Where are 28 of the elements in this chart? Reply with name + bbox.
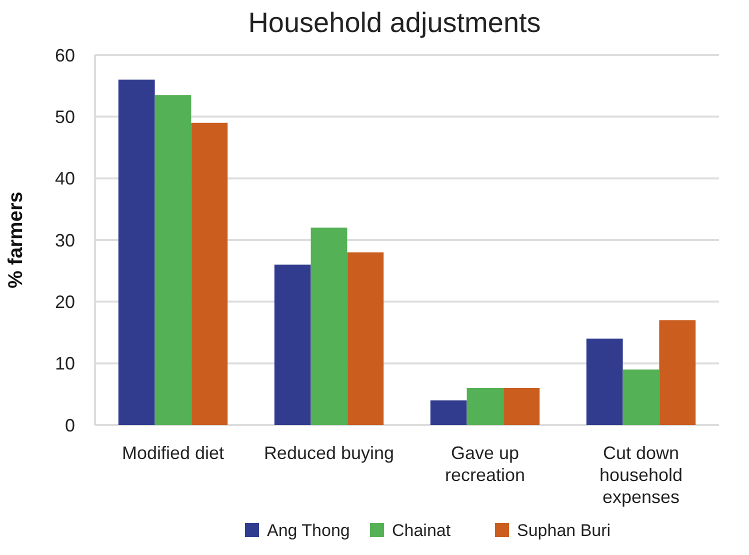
- y-tick-label: 60: [54, 45, 75, 66]
- chart-title: Household adjustments: [248, 7, 541, 38]
- x-tick-label: Cut down household expenses: [599, 443, 683, 507]
- legend-label: Chainat: [392, 520, 451, 540]
- bar: [347, 252, 384, 425]
- y-axis-title: % farmers: [5, 192, 27, 288]
- bar: [118, 80, 155, 425]
- y-tick-label: 40: [54, 168, 75, 189]
- bar: [466, 388, 504, 425]
- y-tick-label: 30: [54, 230, 75, 250]
- bar: [622, 370, 660, 425]
- y-tick-label: 10: [54, 354, 75, 374]
- y-tick-label: 50: [54, 106, 75, 127]
- x-tick-label: Gave up recreation: [444, 443, 526, 485]
- bar: [586, 338, 623, 425]
- x-tick-label: Reduced buying: [264, 443, 394, 463]
- bar: [274, 264, 311, 425]
- bar: [430, 400, 467, 425]
- x-tick-label: Modified diet: [122, 443, 224, 463]
- bar: [310, 228, 348, 425]
- bar: [659, 320, 696, 425]
- legend-label: Suphan Buri: [517, 520, 611, 540]
- bar: [191, 122, 228, 425]
- y-tick-label: 0: [64, 415, 75, 436]
- bar: [154, 95, 192, 425]
- y-tick-label: 20: [54, 292, 75, 312]
- bar: [503, 388, 540, 425]
- legend-label: Ang Thong: [267, 520, 350, 540]
